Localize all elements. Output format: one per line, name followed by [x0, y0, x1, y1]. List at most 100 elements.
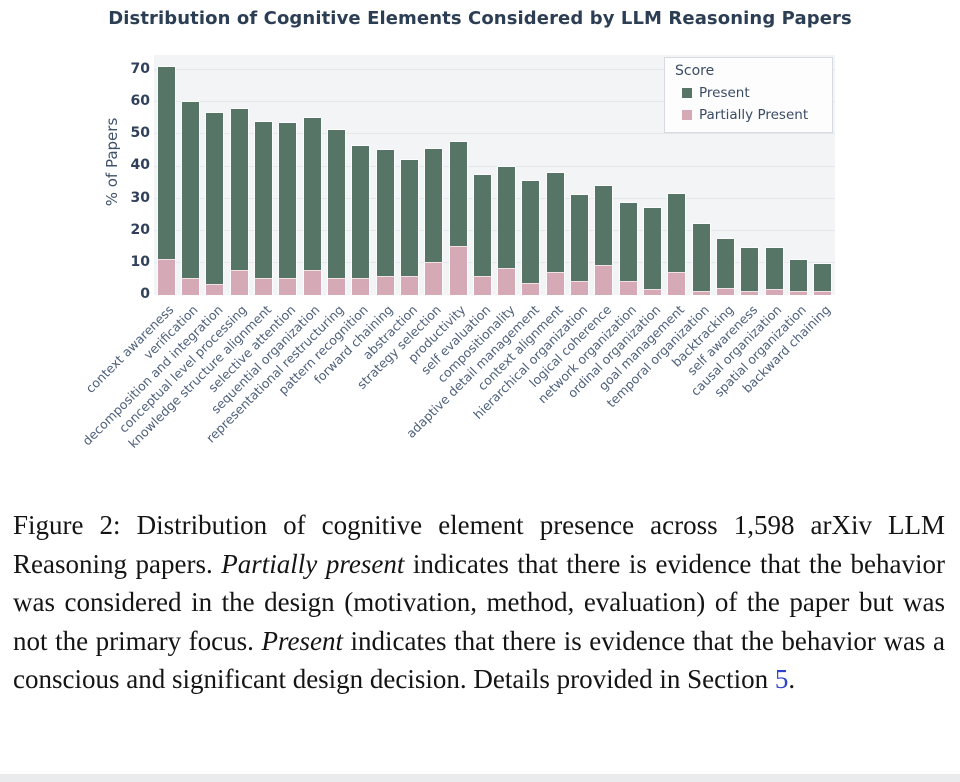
- bar-partial-segment: [352, 277, 370, 295]
- figure-caption: Figure 2: Distribution of cognitive elem…: [0, 506, 960, 699]
- bar-partial-segment: [498, 268, 516, 295]
- x-tick-label-backward-chaining: backward chaining: [739, 302, 834, 396]
- bar-hierarchical-organization: [570, 194, 590, 296]
- x-tick-label-spatial-organization: spatial organization: [711, 302, 810, 400]
- x-tick-label-sequential-organization: sequential organization: [208, 302, 323, 417]
- bar-present-segment: [814, 264, 832, 291]
- bar-goal-management: [667, 192, 687, 297]
- bar-temporal-organization: [691, 223, 711, 296]
- bar-partial-segment: [376, 276, 394, 295]
- bar-present-segment: [717, 238, 735, 288]
- bar-partial-segment: [717, 287, 735, 295]
- bar-present-segment: [157, 66, 175, 259]
- gridline: [154, 101, 835, 103]
- bar-partial-segment: [157, 258, 175, 295]
- bar-knowledge-structure-alignment: [253, 120, 273, 297]
- bar-present-segment: [327, 129, 345, 278]
- bar-logical-coherence: [594, 184, 614, 297]
- legend-item-partially-present: Partially Present: [682, 107, 822, 123]
- bar-present-segment: [206, 113, 224, 285]
- x-tick-label-goal-management: goal management: [596, 302, 688, 394]
- bar-sequential-organization: [302, 117, 322, 296]
- section-5-link[interactable]: 5: [774, 664, 789, 695]
- bar-network-organization: [618, 202, 638, 296]
- caption-text: Figure 2: Distribution of cognitive elem…: [13, 510, 945, 579]
- bar-partial-segment: [571, 281, 589, 295]
- bar-ordinal-organization: [643, 207, 663, 296]
- y-axis-ticks: 0 10 20 30 40 50 60 70: [0, 0, 150, 782]
- bar-strategy-selection: [424, 147, 444, 297]
- bar-present-segment: [400, 160, 418, 277]
- bar-present-segment: [790, 259, 808, 291]
- x-tick-label-pattern-recognition: pattern recognition: [275, 302, 372, 398]
- bar-present-segment: [425, 148, 443, 262]
- gridline: [154, 133, 835, 135]
- bar-context-alignment: [545, 171, 565, 297]
- bar-abstraction: [399, 159, 419, 296]
- x-tick-label-network-organization: network organization: [534, 302, 639, 407]
- legend: Score Present Partially Present: [664, 57, 833, 133]
- x-tick-label-self-evaluation: self evaluation: [417, 302, 493, 378]
- bar-spatial-organization: [789, 258, 809, 297]
- present-swatch-icon: [682, 88, 692, 98]
- bar-present-segment: [595, 185, 613, 266]
- bar-present-segment: [765, 248, 783, 290]
- bar-present-segment: [230, 108, 248, 270]
- bar-partial-segment: [327, 277, 345, 295]
- x-tick-label-context-alignment: context alignment: [474, 302, 566, 394]
- bar-present-segment: [522, 180, 540, 283]
- bar-partial-segment: [644, 289, 662, 295]
- bar-partial-segment: [741, 290, 759, 295]
- caption-text: indicates that there is evidence that th…: [13, 625, 945, 695]
- bar-forward-chaining: [375, 149, 395, 296]
- legend-label-present: Present: [699, 85, 750, 101]
- bar-decomposition-and-integration: [205, 112, 225, 296]
- bar-partial-segment: [425, 261, 443, 295]
- y-tick-label: 70: [130, 61, 150, 78]
- bar-partial-segment: [400, 276, 418, 295]
- bar-present-segment: [571, 195, 589, 282]
- bar-partial-segment: [181, 277, 199, 295]
- x-tick-label-temporal-organization: temporal organization: [603, 302, 712, 411]
- bar-compositionality: [497, 165, 517, 296]
- x-tick-label-causal-organization: causal organization: [688, 302, 785, 399]
- y-tick-label: 40: [130, 157, 150, 174]
- x-tick-label-ordinal-organization: ordinal organization: [564, 302, 664, 401]
- bar-backtracking: [716, 237, 736, 297]
- bar-partial-segment: [692, 290, 710, 295]
- x-tick-label-compositionality: compositionality: [433, 302, 518, 386]
- x-tick-label-representational-restructuring: representational restructuring: [203, 302, 348, 446]
- bar-partial-segment: [814, 290, 832, 295]
- gridline: [154, 165, 835, 167]
- bar-representational-restructuring: [326, 128, 346, 297]
- x-tick-label-backtracking: backtracking: [668, 302, 737, 370]
- x-tick-label-self-awareness: self awareness: [684, 302, 761, 379]
- bar-partial-segment: [230, 269, 248, 295]
- x-tick-label-productivity: productivity: [405, 302, 469, 366]
- bar-present-segment: [254, 121, 272, 278]
- y-tick-label: 60: [130, 93, 150, 110]
- bar-selective-attention: [278, 122, 298, 296]
- y-tick-label: 20: [130, 221, 150, 238]
- bar-present-segment: [692, 224, 710, 291]
- bar-partial-segment: [449, 245, 467, 295]
- bar-present-segment: [303, 118, 321, 270]
- bar-present-segment: [741, 248, 759, 291]
- legend-label-partially-present: Partially Present: [699, 107, 809, 123]
- bar-partial-segment: [595, 265, 613, 295]
- chart-title: Distribution of Cognitive Elements Consi…: [108, 8, 852, 29]
- bar-partial-segment: [254, 277, 272, 295]
- bar-partial-segment: [668, 271, 686, 295]
- caption-text: .: [788, 664, 796, 695]
- page-edge-strip: [0, 774, 960, 782]
- gridline: [154, 261, 835, 263]
- bar-conceptual-level-processing: [229, 107, 249, 297]
- x-tick-label-strategy-selection: strategy selection: [354, 302, 445, 393]
- bar-adaptive-detail-management: [521, 179, 541, 297]
- bar-partial-segment: [619, 281, 637, 295]
- bar-present-segment: [473, 174, 491, 277]
- bar-present-segment: [352, 145, 370, 278]
- partially-present-swatch-icon: [682, 110, 692, 120]
- x-tick-label-hierarchical-organization: hierarchical organization: [470, 302, 591, 423]
